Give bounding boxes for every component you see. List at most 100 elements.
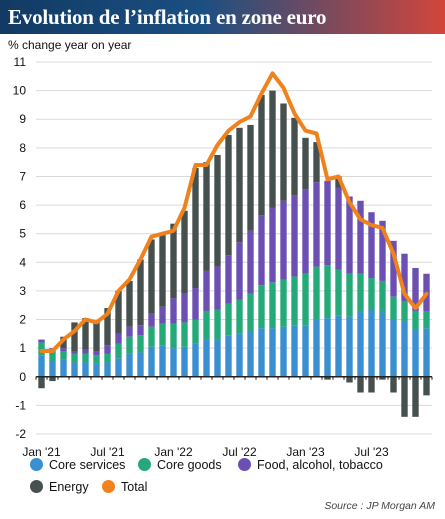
- bar-food: [148, 313, 155, 327]
- bar-core-services: [291, 325, 298, 377]
- bar-energy: [203, 162, 210, 271]
- bar-core-goods: [115, 343, 122, 359]
- bar-energy: [357, 376, 364, 393]
- source-note: Source : JP Morgan AM: [324, 500, 435, 512]
- bar-food: [280, 200, 287, 280]
- bar-energy: [93, 322, 100, 352]
- bar-core-goods: [181, 322, 188, 347]
- bar-core-goods: [412, 310, 419, 330]
- bar-core-services: [423, 328, 430, 377]
- y-tick-label: 2: [19, 313, 26, 327]
- legend-swatch-energy: [30, 480, 43, 493]
- legend-label-core-services: Core services: [49, 458, 126, 472]
- y-tick-label: 8: [19, 141, 26, 155]
- bar-core-services: [225, 335, 232, 377]
- bar-core-goods: [335, 269, 342, 316]
- y-tick-label: 0: [19, 370, 26, 384]
- bar-energy: [170, 223, 177, 299]
- bar-energy: [412, 376, 419, 417]
- bar-core-goods: [71, 353, 78, 363]
- bar-energy: [258, 94, 265, 216]
- bar-energy: [401, 376, 408, 417]
- y-tick-label: 10: [13, 84, 27, 98]
- legend-item-food: Food, alcohol, tobacco: [238, 458, 383, 472]
- bar-core-services: [280, 326, 287, 377]
- bar-core-goods: [82, 353, 89, 363]
- bar-core-services: [390, 319, 397, 377]
- bar-core-services: [170, 348, 177, 377]
- bar-food: [401, 253, 408, 301]
- bar-energy: [291, 117, 298, 196]
- bar-food: [203, 270, 210, 311]
- bar-energy: [324, 376, 331, 380]
- bar-core-services: [137, 352, 144, 377]
- bar-energy: [280, 103, 287, 201]
- bar-food: [313, 182, 320, 267]
- chart-title: Evolution de l’inflation en zone euro: [8, 5, 327, 29]
- legend-item-core-services: Core services: [30, 458, 125, 472]
- bar-core-goods: [423, 310, 430, 329]
- bar-core-services: [71, 362, 78, 377]
- bar-core-services: [93, 363, 100, 377]
- title-banner: Evolution de l’inflation en zone euro: [0, 0, 445, 34]
- bar-core-goods: [126, 336, 133, 354]
- bar-core-services: [346, 316, 353, 377]
- bar-core-goods: [38, 342, 45, 356]
- y-axis-label: % change year on year: [8, 38, 132, 52]
- legend-swatch-total: [102, 480, 115, 493]
- legend-swatch-core-goods: [138, 458, 151, 471]
- bar-core-goods: [60, 351, 67, 360]
- bar-food: [159, 306, 166, 324]
- legend-swatch-food: [238, 458, 251, 471]
- bar-core-services: [60, 359, 67, 377]
- bar-core-services: [115, 358, 122, 377]
- bar-food: [247, 230, 254, 294]
- bar-food: [346, 196, 353, 274]
- bar-core-goods: [280, 279, 287, 327]
- bar-core-services: [126, 353, 133, 377]
- bar-core-goods: [291, 276, 298, 326]
- bar-core-services: [148, 346, 155, 377]
- bar-energy: [225, 134, 232, 256]
- x-tick-label: Jan '22: [154, 445, 193, 459]
- bar-core-goods: [247, 293, 254, 331]
- bar-core-goods: [313, 266, 320, 320]
- bar-core-services: [192, 343, 199, 377]
- bar-core-goods: [104, 353, 111, 363]
- bar-core-services: [49, 361, 56, 377]
- bar-energy: [214, 155, 221, 267]
- bar-food: [170, 298, 177, 324]
- bar-core-services: [313, 319, 320, 377]
- y-tick-label: 7: [19, 169, 26, 183]
- bar-food: [412, 268, 419, 311]
- y-tick-label: 1: [19, 341, 26, 355]
- x-tick-label: Jul '23: [354, 445, 389, 459]
- bar-core-services: [236, 333, 243, 377]
- bar-food: [335, 187, 342, 270]
- bar-food: [126, 326, 133, 337]
- bar-energy: [181, 210, 188, 294]
- bar-food: [236, 242, 243, 300]
- y-tick-label: 9: [19, 112, 26, 126]
- bar-core-goods: [302, 273, 309, 326]
- y-tick-label: -1: [15, 398, 26, 412]
- y-tick-label: 6: [19, 198, 26, 212]
- bar-core-goods: [137, 335, 144, 353]
- y-tick-label: -2: [15, 427, 26, 441]
- bar-core-services: [181, 346, 188, 377]
- legend-label-food: Food, alcohol, tobacco: [257, 458, 383, 472]
- bar-energy: [423, 376, 430, 396]
- legend-swatch-core-services: [30, 458, 43, 471]
- bar-food: [357, 200, 364, 274]
- y-tick-label: 11: [14, 55, 27, 69]
- y-tick-label: 3: [19, 284, 26, 298]
- bar-core-services: [379, 310, 386, 377]
- bar-core-goods: [49, 351, 56, 362]
- bar-core-services: [335, 315, 342, 377]
- bar-energy: [38, 376, 45, 389]
- bar-core-services: [412, 329, 419, 377]
- bar-core-services: [324, 318, 331, 377]
- bar-energy: [137, 259, 144, 326]
- bar-food: [291, 195, 298, 277]
- bar-core-goods: [159, 323, 166, 346]
